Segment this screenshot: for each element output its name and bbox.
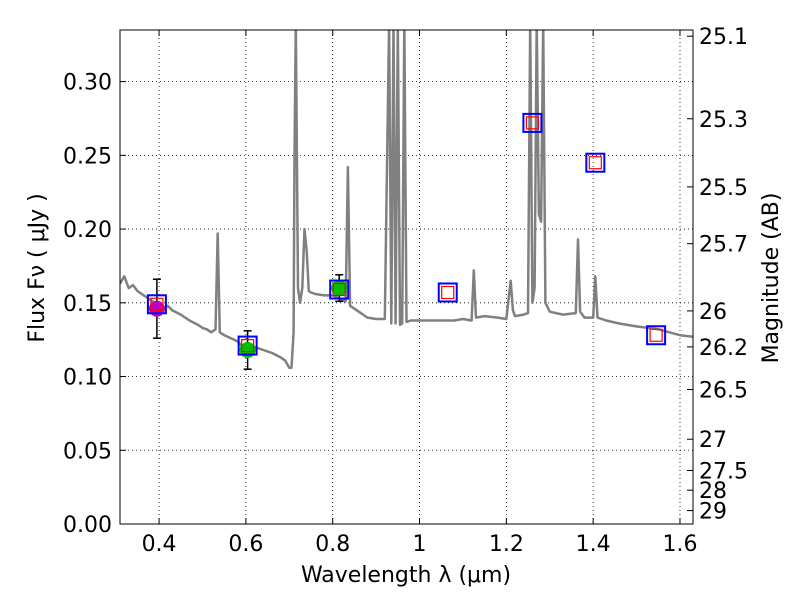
sed-model-line: [120, 30, 693, 369]
model-point-inner: [649, 328, 663, 342]
x-tick-label: 1: [413, 532, 427, 557]
y-tick-label: 0.15: [63, 292, 112, 317]
model-point-outer: [522, 112, 543, 133]
y-tick-label: 0.00: [63, 513, 112, 538]
points-layer: [146, 112, 667, 370]
magnitude-tick-label: 25.1: [699, 25, 748, 50]
model-point-inner: [525, 116, 539, 130]
magnitude-tick-label: 27: [699, 428, 727, 453]
magnitude-tick-label: 25.3: [699, 108, 748, 133]
y-tick-label: 0.10: [63, 366, 112, 391]
magnitude-tick-label: 28: [699, 479, 727, 504]
magnitude-tick-label: 29: [699, 500, 727, 525]
model-point-outer: [237, 335, 258, 356]
x-tick-label: 1.6: [662, 532, 697, 557]
x-tick-label: 0.4: [142, 532, 177, 557]
y-tick-label: 0.25: [63, 144, 112, 169]
model-point-outer: [646, 325, 667, 346]
x-tick-label: 0.8: [315, 532, 350, 557]
magnitude-tick-label: 26.2: [699, 336, 748, 361]
model-point-inner: [441, 285, 455, 300]
magnitude-tick-label: 27.5: [699, 459, 748, 484]
magnitude-tick-label: 25.7: [699, 233, 748, 258]
x-tick-label: 1.4: [576, 532, 611, 557]
y-tick-label: 0.20: [63, 218, 112, 243]
y-tick-label: 0.05: [63, 439, 112, 464]
model-point-inner: [150, 297, 164, 311]
y-tick-label: 0.30: [63, 71, 112, 96]
magnitude-tick-label: 26.5: [699, 379, 748, 404]
magnitude-tick-label: 25.5: [699, 176, 748, 201]
model-point-inner: [332, 282, 346, 297]
model-point-outer: [146, 294, 167, 315]
model-point-inner: [588, 156, 602, 170]
x-axis-label: Wavelength λ (μm): [301, 563, 511, 588]
x-tick-label: 1.2: [489, 532, 524, 557]
x-axis-ticks: 0.4 0.6 0.8 1 1.2 1.4 1.6: [142, 30, 697, 557]
model-point-outer: [329, 279, 350, 300]
model-point-outer: [585, 152, 606, 173]
magnitude-tick-label: 26: [699, 300, 727, 325]
y-axis-label: Flux Fν ( μJy ): [25, 193, 50, 342]
series-layer: [120, 30, 693, 369]
model-point-outer: [437, 282, 458, 303]
x-tick-label: 0.6: [228, 532, 263, 557]
model-point-inner: [241, 338, 255, 353]
y2-axis-label: Magnitude (AB): [759, 193, 784, 364]
y-axis-ticks: 0.00 0.05 0.10 0.15 0.20 0.25 0.30: [63, 71, 126, 538]
plot-frame: [119, 29, 694, 525]
